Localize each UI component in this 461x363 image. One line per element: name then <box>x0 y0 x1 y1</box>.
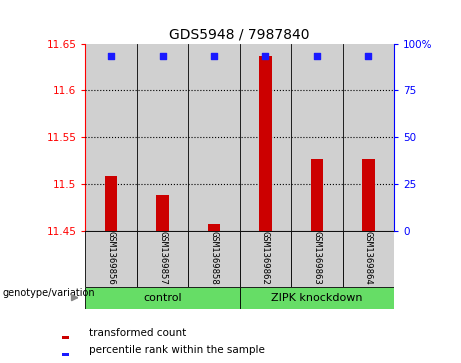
Bar <box>362 159 375 231</box>
Bar <box>85 231 137 287</box>
Bar <box>343 44 394 231</box>
Bar <box>62 336 70 339</box>
Text: ZIPK knockdown: ZIPK knockdown <box>271 293 363 303</box>
Bar <box>291 44 343 231</box>
Point <box>159 53 166 58</box>
Point <box>262 53 269 58</box>
Text: GSM1369864: GSM1369864 <box>364 231 373 284</box>
Bar <box>85 287 240 309</box>
Bar <box>240 231 291 287</box>
Point <box>313 53 320 58</box>
Bar <box>188 44 240 231</box>
Bar <box>62 353 70 356</box>
Text: transformed count: transformed count <box>89 328 186 338</box>
Title: GDS5948 / 7987840: GDS5948 / 7987840 <box>170 27 310 41</box>
Bar <box>188 231 240 287</box>
Bar <box>343 231 394 287</box>
Text: GSM1369862: GSM1369862 <box>261 231 270 284</box>
Point <box>365 53 372 58</box>
Bar <box>240 287 394 309</box>
Text: GSM1369863: GSM1369863 <box>313 231 321 284</box>
Bar <box>259 56 272 231</box>
Text: GSM1369857: GSM1369857 <box>158 231 167 284</box>
Bar <box>137 231 188 287</box>
Bar <box>240 44 291 231</box>
Bar <box>207 224 220 231</box>
Point <box>210 53 218 58</box>
Bar <box>85 44 137 231</box>
Text: GSM1369856: GSM1369856 <box>106 231 116 284</box>
Text: GSM1369858: GSM1369858 <box>209 231 219 284</box>
Text: control: control <box>143 293 182 303</box>
Bar <box>156 195 169 231</box>
Bar <box>311 159 323 231</box>
Bar <box>137 44 188 231</box>
Bar <box>291 231 343 287</box>
Text: percentile rank within the sample: percentile rank within the sample <box>89 345 265 355</box>
Point <box>107 53 115 58</box>
Bar <box>105 176 118 231</box>
Text: genotype/variation: genotype/variation <box>3 288 95 298</box>
